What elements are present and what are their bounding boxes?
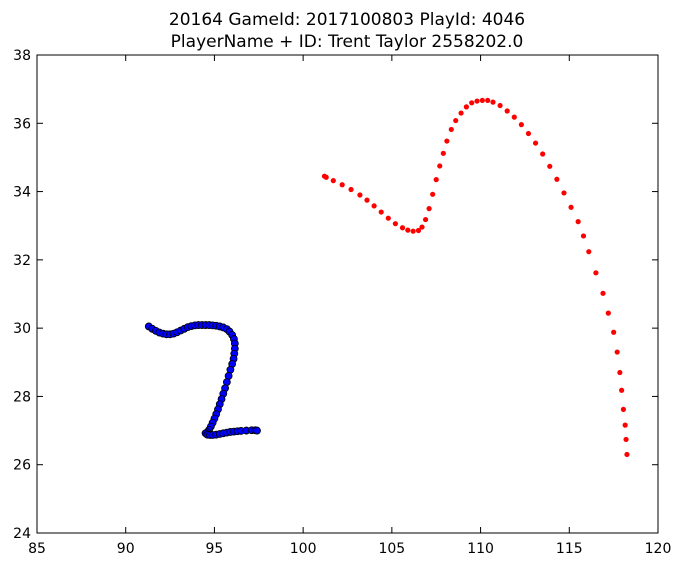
- data-point: [371, 203, 377, 209]
- data-point: [430, 191, 436, 197]
- x-tick-label: 105: [378, 541, 405, 557]
- x-tick-label: 120: [645, 541, 672, 557]
- data-point: [620, 406, 627, 413]
- x-tick-label: 110: [467, 541, 494, 557]
- data-point: [392, 221, 399, 227]
- data-point: [518, 122, 524, 128]
- data-point: [444, 138, 450, 144]
- series-layer: [144, 97, 630, 458]
- data-point: [568, 204, 574, 210]
- data-point: [600, 290, 606, 296]
- data-point: [623, 436, 629, 443]
- series-1: [321, 97, 630, 458]
- data-point: [433, 177, 439, 183]
- data-point: [614, 349, 620, 355]
- data-point: [348, 186, 354, 193]
- data-point: [532, 140, 539, 146]
- plot-frame: [36, 54, 659, 534]
- data-point: [547, 163, 553, 169]
- x-tick-label: 85: [28, 541, 46, 557]
- data-point: [605, 310, 611, 316]
- data-point: [474, 98, 480, 104]
- y-tick-label: 36: [13, 116, 31, 132]
- data-point: [253, 426, 261, 435]
- data-point: [330, 178, 336, 184]
- data-point: [624, 451, 630, 458]
- y-tick-label: 30: [13, 321, 31, 337]
- y-tick-label: 34: [13, 185, 31, 201]
- data-point: [357, 192, 363, 198]
- data-point: [504, 108, 510, 114]
- data-point: [323, 174, 329, 180]
- data-point: [525, 130, 532, 137]
- data-point: [339, 182, 345, 188]
- x-tick-label: 115: [556, 541, 583, 557]
- data-point: [453, 117, 459, 124]
- y-axis: 24 26 28 30 32 34 36 38: [13, 48, 658, 542]
- data-point: [405, 227, 411, 233]
- data-point: [611, 329, 617, 335]
- data-point: [485, 97, 491, 104]
- data-point: [364, 197, 370, 203]
- data-point: [419, 224, 425, 230]
- data-point: [511, 114, 517, 120]
- data-point: [617, 369, 623, 376]
- y-tick-label: 26: [13, 458, 31, 474]
- data-point: [378, 209, 384, 215]
- data-point: [540, 151, 546, 157]
- data-point: [561, 190, 567, 196]
- data-point: [479, 97, 485, 104]
- x-tick-label: 90: [117, 541, 135, 557]
- series-0: [144, 321, 261, 439]
- data-point: [490, 99, 496, 105]
- data-point: [586, 249, 592, 255]
- data-point: [385, 215, 391, 221]
- y-tick-label: 32: [13, 253, 31, 269]
- data-point: [437, 163, 443, 169]
- data-point: [497, 102, 503, 109]
- data-point: [593, 270, 599, 276]
- data-point: [622, 422, 628, 428]
- data-point: [458, 110, 464, 116]
- y-tick-label: 24: [13, 526, 31, 542]
- data-point: [463, 104, 469, 110]
- plot-area: [37, 55, 658, 533]
- data-point: [575, 219, 581, 225]
- data-point: [469, 100, 475, 106]
- y-tick-label: 28: [13, 389, 31, 405]
- x-axis: 85 90 95 100 105 110 115 120: [28, 55, 671, 557]
- data-point: [448, 126, 454, 133]
- data-point: [554, 176, 560, 182]
- data-point: [399, 225, 406, 231]
- y-tick-label: 38: [13, 48, 31, 64]
- data-point: [619, 387, 625, 393]
- data-point: [426, 206, 432, 212]
- x-tick-label: 95: [206, 541, 224, 557]
- data-point: [422, 216, 429, 223]
- data-point: [410, 228, 416, 234]
- chart-title-line1: 20164 GameId: 2017100803 PlayId: 4046: [169, 10, 525, 30]
- chart-title-line2: PlayerName + ID: Trent Taylor 2558202.0: [171, 32, 524, 52]
- data-point: [580, 233, 587, 239]
- data-point: [440, 150, 446, 156]
- x-tick-label: 100: [290, 541, 317, 557]
- data-point: [415, 227, 422, 234]
